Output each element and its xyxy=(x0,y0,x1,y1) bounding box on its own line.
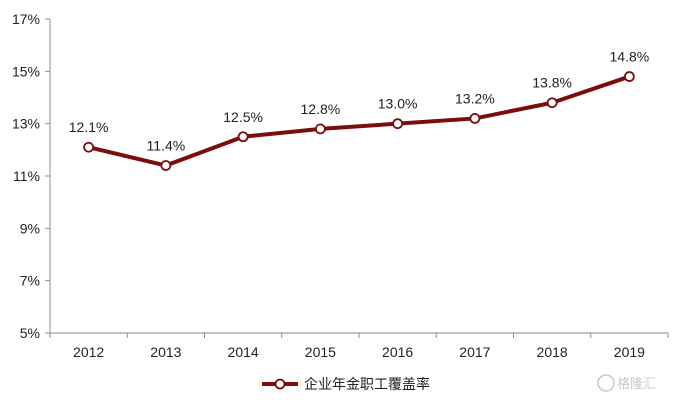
y-tick-label: 13% xyxy=(12,116,40,132)
x-tick-label: 2018 xyxy=(537,344,568,360)
legend: 企业年金职工覆盖率 xyxy=(262,376,430,392)
series-line xyxy=(86,74,632,168)
x-tick-label: 2016 xyxy=(382,344,413,360)
watermark-text: 格隆汇 xyxy=(617,376,656,391)
x-tick-label: 2015 xyxy=(305,344,336,360)
x-tick-label: 2014 xyxy=(228,344,259,360)
y-axis: 5% 7% 9% 11% 13% 15% 17% xyxy=(12,11,51,341)
x-tick-label: 2019 xyxy=(614,344,645,360)
watermark: 格隆汇 xyxy=(597,374,656,392)
x-tick-label: 2012 xyxy=(73,344,104,360)
data-point xyxy=(469,113,481,124)
data-label: 12.1% xyxy=(69,119,109,135)
y-tick-label: 15% xyxy=(12,63,40,79)
y-tick-label: 7% xyxy=(20,273,40,289)
y-tick-label: 9% xyxy=(20,220,40,236)
y-tick-label: 11% xyxy=(13,168,40,184)
data-label: 13.8% xyxy=(532,75,572,91)
data-label: 13.0% xyxy=(378,96,418,112)
x-axis: 2012 2013 2014 2015 2016 2017 2018 2019 xyxy=(49,332,669,360)
series-group xyxy=(83,71,635,171)
x-tick-label: 2017 xyxy=(459,344,490,360)
data-point xyxy=(83,141,95,153)
data-point xyxy=(392,118,404,130)
x-tick-label: 2013 xyxy=(150,344,181,360)
data-point xyxy=(546,97,558,109)
data-labels-group: 12.1% 11.4% 12.5% 12.8% 13.0% 13.2% 13.8% 14.8% xyxy=(69,49,649,154)
legend-label: 企业年金职工覆盖率 xyxy=(304,376,430,392)
data-label: 13.2% xyxy=(455,90,495,106)
y-tick-label: 17% xyxy=(12,11,40,27)
data-label: 11.4% xyxy=(147,138,186,154)
legend-marker-swatch xyxy=(274,378,286,390)
data-point xyxy=(314,123,326,135)
y-tick-label: 5% xyxy=(20,325,40,341)
watermark-logo-icon xyxy=(597,374,615,392)
data-point xyxy=(623,71,635,82)
data-label: 14.8% xyxy=(610,49,650,65)
data-label: 12.8% xyxy=(301,101,341,117)
data-point xyxy=(237,131,249,143)
data-label: 12.5% xyxy=(223,109,263,125)
data-point xyxy=(160,160,172,171)
